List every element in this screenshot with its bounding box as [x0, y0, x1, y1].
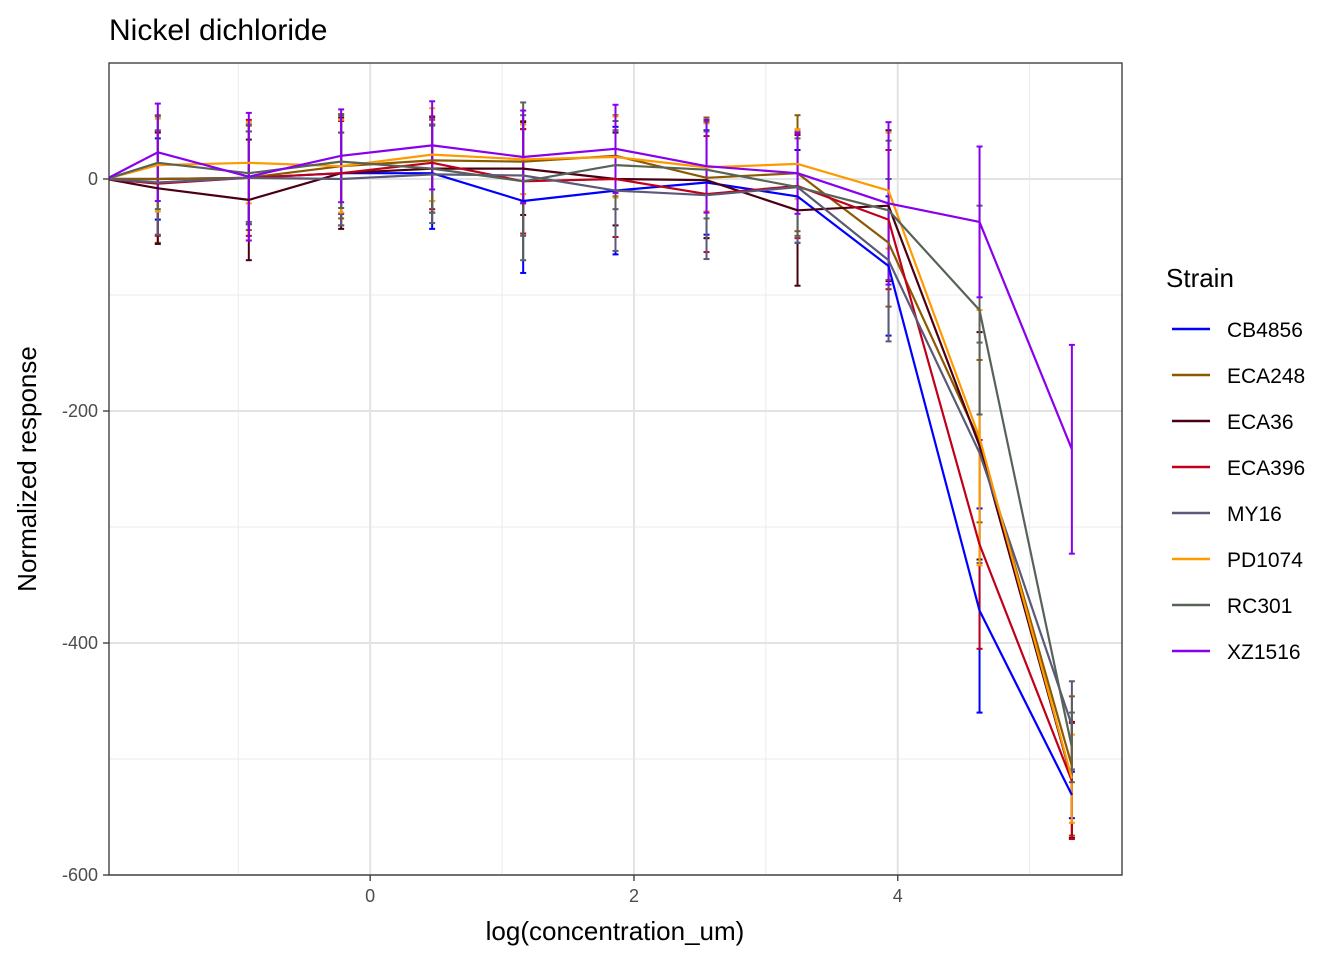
legend-label: MY16	[1227, 503, 1282, 526]
x-tick-label: 4	[893, 886, 903, 906]
series-line-my16	[109, 173, 1073, 726]
legend-item-xz1516: XZ1516	[1172, 641, 1301, 664]
series-layer	[109, 100, 1075, 841]
y-tick-label: -600	[62, 865, 98, 885]
legend-label: CB4856	[1227, 319, 1303, 342]
x-axis: 0 2 4	[365, 875, 903, 906]
x-tick-label: 0	[365, 886, 375, 906]
y-tick-label: 0	[88, 169, 98, 189]
series-line-pd1074	[109, 153, 1073, 779]
series-line-xz1516	[109, 144, 1073, 450]
legend-item-eca396: ECA396	[1172, 457, 1305, 480]
x-axis-title: log(concentration_um)	[486, 916, 745, 946]
series-line-rc301	[109, 160, 1073, 748]
plot-border	[108, 62, 1123, 876]
legend-label: ECA248	[1227, 365, 1305, 388]
legend-label: ECA396	[1227, 457, 1305, 480]
y-tick-label: -400	[62, 633, 98, 653]
legend-title: Strain	[1166, 263, 1234, 293]
y-tick-label: -200	[62, 401, 98, 421]
chart-title: Nickel dichloride	[109, 14, 327, 47]
legend-item-rc301: RC301	[1172, 595, 1292, 618]
legend-item-eca248: ECA248	[1172, 365, 1305, 388]
legend-label: PD1074	[1227, 549, 1303, 572]
y-axis-title: Normalized response	[12, 346, 42, 592]
y-axis: 0 -200 -400 -600	[62, 169, 109, 885]
legend-label: XZ1516	[1227, 641, 1301, 664]
legend-label: ECA36	[1227, 411, 1294, 434]
legend-label: RC301	[1227, 595, 1292, 618]
legend-item-pd1074: PD1074	[1172, 549, 1303, 572]
x-tick-label: 2	[629, 886, 639, 906]
legend-item-eca36: ECA36	[1172, 411, 1294, 434]
legend: Strain CB4856 ECA248 ECA36 ECA396 MY16 PD1074…	[1166, 263, 1305, 664]
legend-item-my16: MY16	[1172, 503, 1282, 526]
legend-item-cb4856: CB4856	[1172, 319, 1303, 342]
